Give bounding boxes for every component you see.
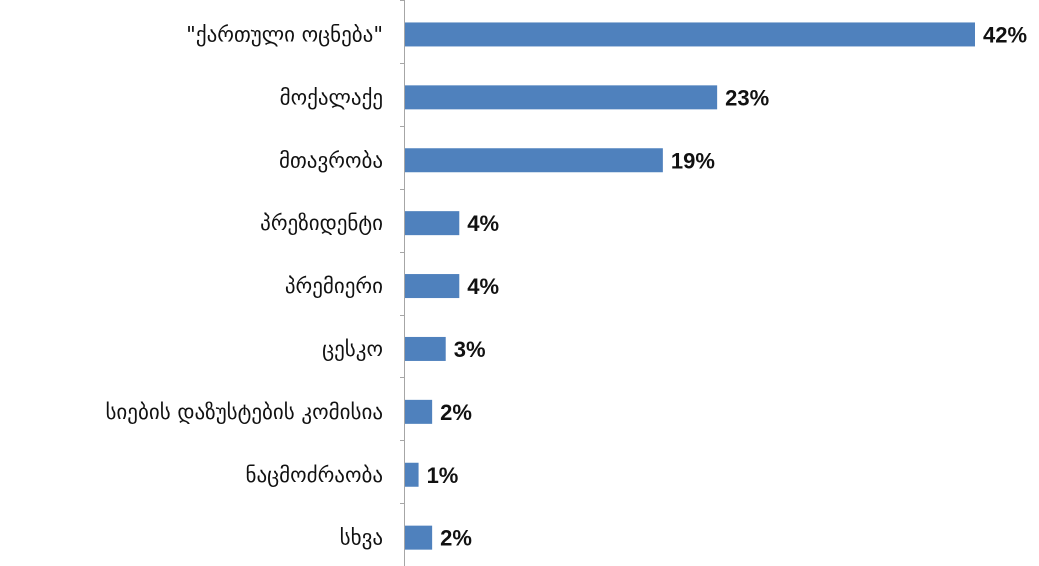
- category-label: სხვა: [340, 526, 383, 550]
- value-label: 19%: [671, 148, 715, 173]
- category-label: მოქალაქე: [280, 85, 383, 109]
- value-label: 3%: [454, 337, 486, 362]
- category-label: პრემიერი: [285, 274, 383, 298]
- category-axis-ticks: [400, 0, 405, 504]
- value-labels: 42% 23% 19% 4% 4% 3% 2% 1% 2%: [427, 22, 1027, 550]
- bar-series: [405, 22, 975, 550]
- bar: [405, 525, 433, 550]
- bar: [405, 85, 718, 110]
- value-label: 2%: [440, 400, 472, 425]
- category-label: პრეზიდენტი: [260, 211, 383, 235]
- bar: [405, 462, 419, 487]
- value-label: 4%: [467, 274, 499, 299]
- category-label: "ქართული ოცნება": [186, 22, 383, 46]
- bar: [405, 274, 460, 299]
- bar: [405, 211, 460, 236]
- bar: [405, 22, 975, 47]
- value-label: 2%: [440, 526, 472, 551]
- value-label: 23%: [725, 85, 769, 110]
- bar: [405, 148, 663, 173]
- value-label: 42%: [983, 22, 1027, 47]
- value-label: 1%: [427, 463, 459, 488]
- category-label: ცესკო: [322, 337, 383, 361]
- category-label: მთავრობა: [279, 148, 383, 172]
- value-label: 4%: [467, 211, 499, 236]
- bar: [405, 336, 446, 361]
- bar: [405, 399, 433, 424]
- category-label: ნაცმოძრაობა: [245, 463, 383, 487]
- category-label: სიების დაზუსტების კომისია: [105, 400, 383, 424]
- category-labels: "ქართული ოცნება" მოქალაქე მთავრობა პრეზიდენ…: [105, 22, 383, 549]
